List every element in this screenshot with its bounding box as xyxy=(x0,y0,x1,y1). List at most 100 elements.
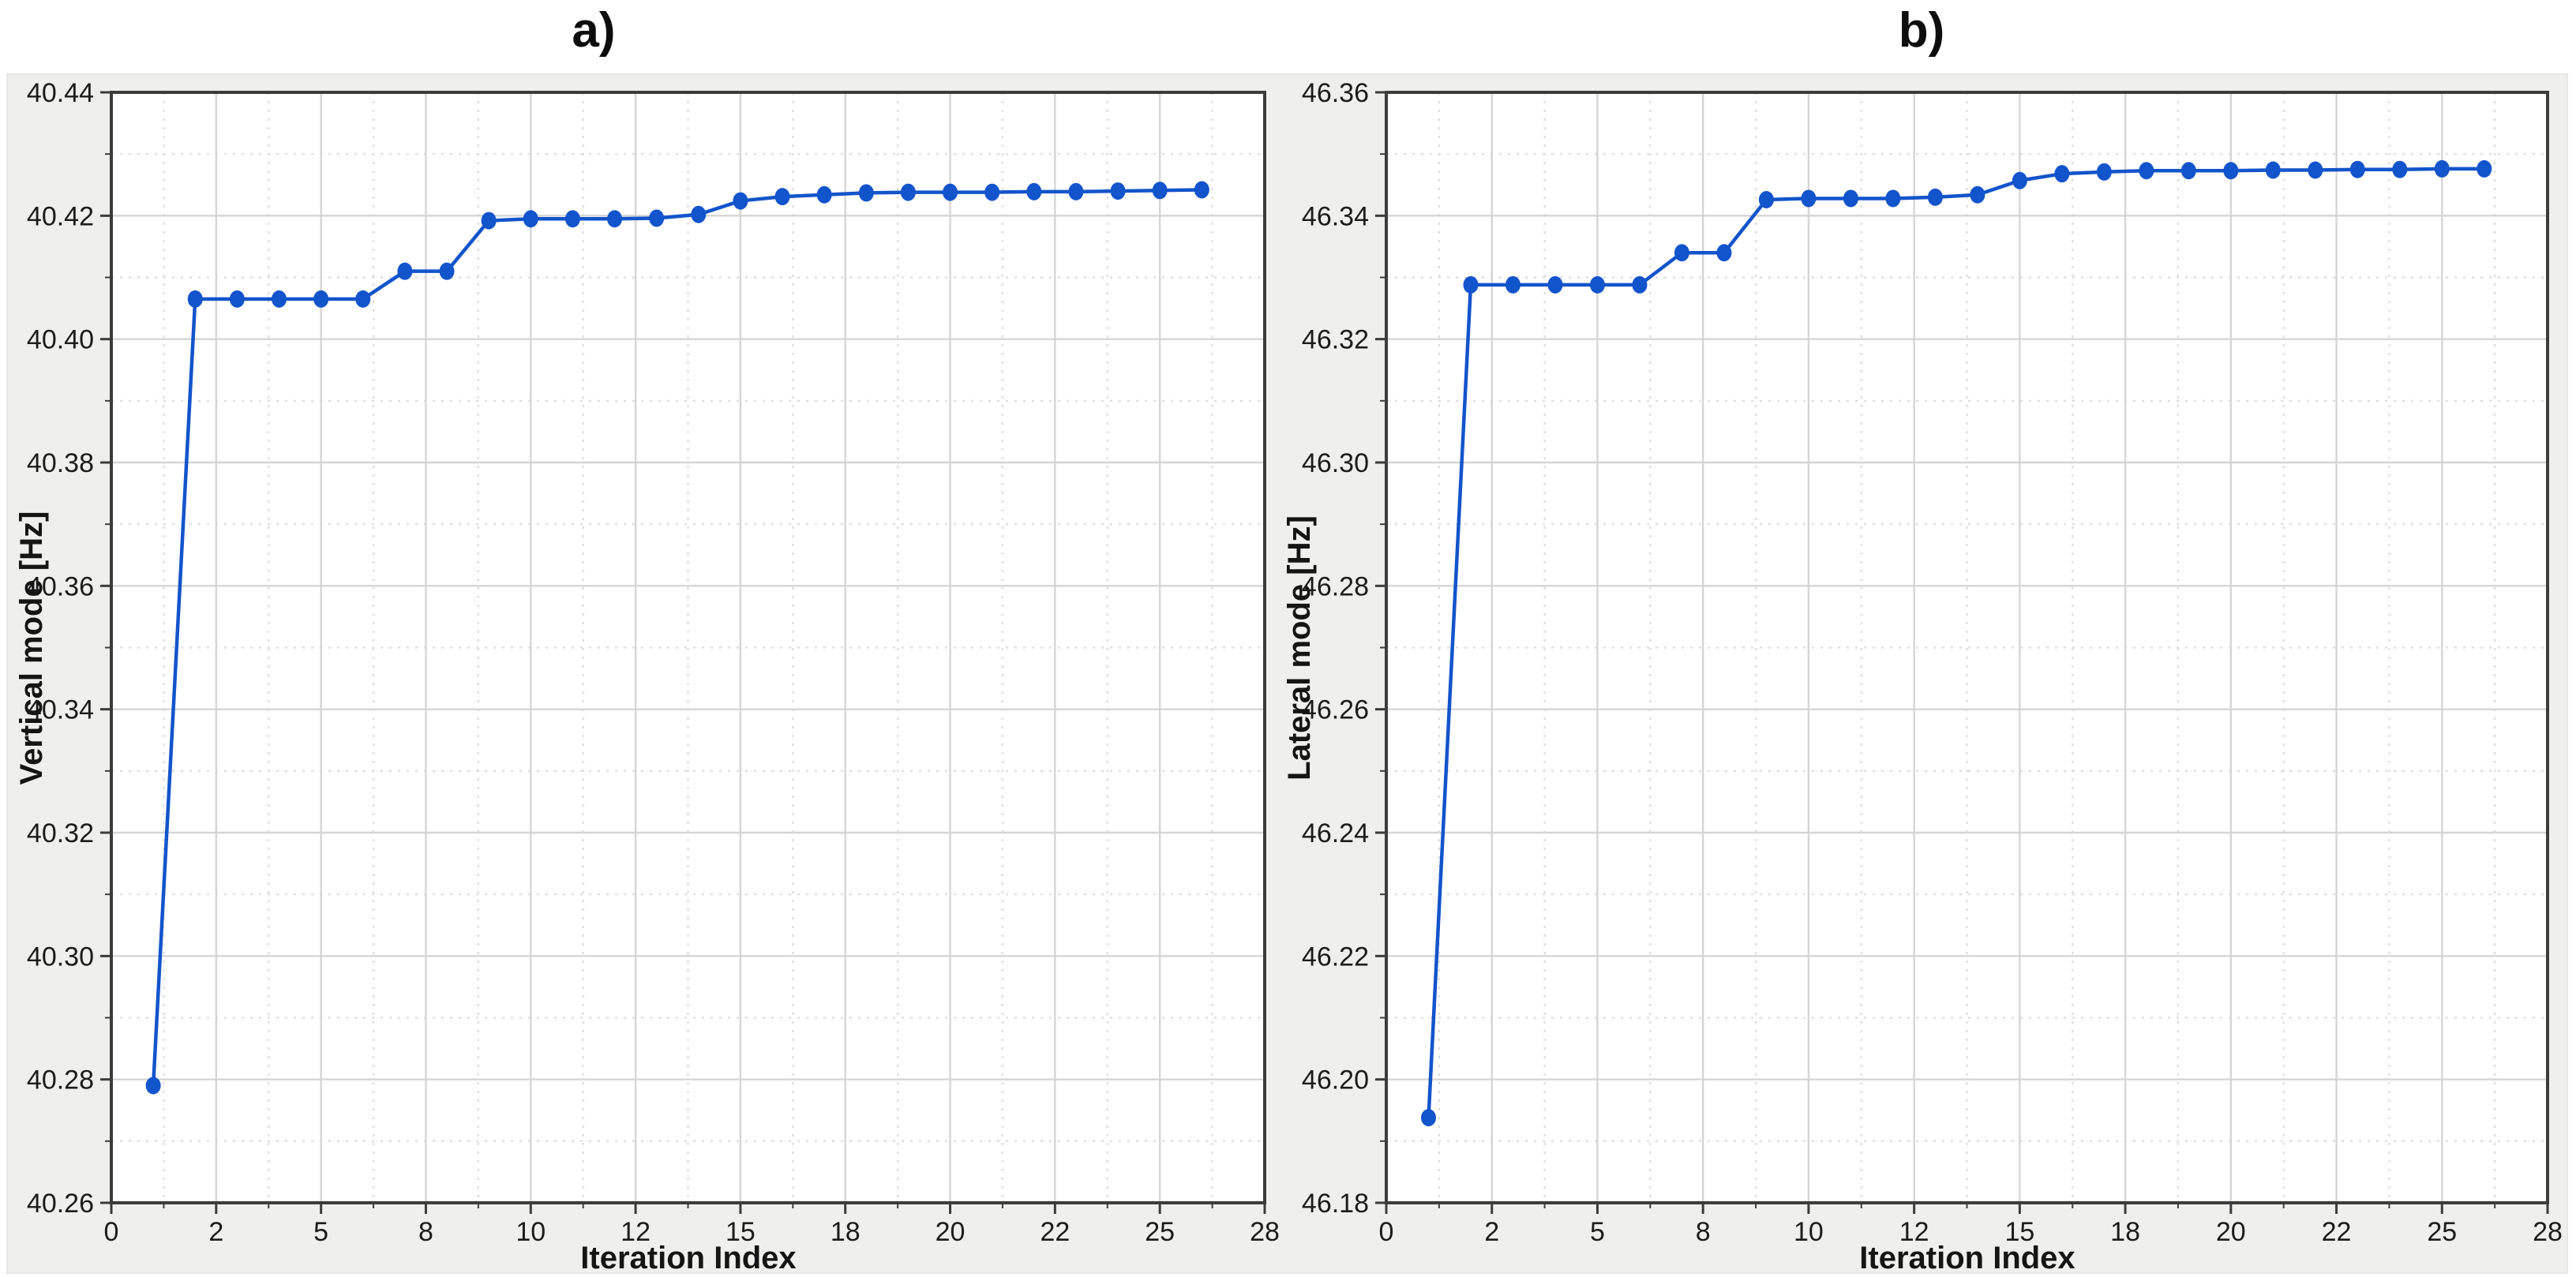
x-tick-label: 18 xyxy=(831,1217,861,1247)
x-tick-label: 2 xyxy=(1484,1217,1499,1247)
data-point xyxy=(2180,162,2196,180)
data-point xyxy=(2012,171,2027,189)
data-point xyxy=(1801,189,1817,208)
data-point xyxy=(1463,275,1479,294)
data-point xyxy=(943,183,958,201)
data-point xyxy=(2054,165,2070,183)
data-point xyxy=(229,290,245,308)
y-tick-label: 40.28 xyxy=(27,1065,94,1095)
data-point xyxy=(564,210,580,228)
x-tick-label: 15 xyxy=(726,1217,756,1247)
y-tick-label: 46.34 xyxy=(1302,201,1369,231)
data-point xyxy=(2096,163,2112,181)
chart-b-ylabel: Lateral mode [Hz] xyxy=(1282,515,1317,781)
x-tick-label: 8 xyxy=(418,1217,433,1247)
x-tick-label: 8 xyxy=(1696,1217,1711,1247)
y-tick-label: 40.30 xyxy=(27,942,94,972)
y-tick-label: 46.22 xyxy=(1302,942,1369,972)
x-tick-label: 0 xyxy=(104,1217,119,1247)
data-point xyxy=(2434,159,2450,178)
data-point xyxy=(1505,275,1520,294)
data-point xyxy=(1632,275,1648,294)
x-tick-label: 15 xyxy=(2004,1217,2034,1247)
x-tick-label: 28 xyxy=(1250,1217,1280,1247)
data-point xyxy=(1758,191,1774,209)
data-point xyxy=(1068,182,1084,200)
x-tick-label: 5 xyxy=(313,1217,328,1247)
data-point xyxy=(1194,181,1209,199)
data-point xyxy=(1589,275,1605,294)
y-tick-label: 40.40 xyxy=(27,325,94,355)
data-point xyxy=(187,290,203,308)
data-point xyxy=(900,183,916,201)
x-tick-label: 28 xyxy=(2533,1217,2563,1247)
y-tick-label: 40.42 xyxy=(27,201,94,231)
y-tick-label: 46.26 xyxy=(1302,695,1369,725)
y-tick-label: 46.24 xyxy=(1302,818,1369,848)
data-point xyxy=(1674,244,1689,262)
data-point xyxy=(481,212,497,230)
data-point xyxy=(2223,162,2239,180)
data-point xyxy=(984,183,1000,201)
data-point xyxy=(1547,275,1563,294)
data-point xyxy=(1110,182,1126,200)
data-point xyxy=(649,209,665,227)
y-tick-label: 46.20 xyxy=(1302,1065,1369,1095)
chart-a-xlabel: Iteration Index xyxy=(580,1241,797,1275)
data-point xyxy=(1885,189,1901,208)
data-point xyxy=(774,188,790,206)
data-point xyxy=(272,290,287,308)
chart-a-title: a) xyxy=(572,3,616,58)
x-tick-label: 12 xyxy=(621,1217,651,1247)
data-point xyxy=(1970,185,1985,204)
data-point xyxy=(816,185,832,204)
x-tick-label: 5 xyxy=(1590,1217,1605,1247)
y-tick-label: 40.34 xyxy=(27,695,94,725)
data-point xyxy=(2392,160,2408,178)
data-point xyxy=(1927,188,1943,206)
x-tick-label: 10 xyxy=(516,1217,546,1247)
y-tick-label: 46.32 xyxy=(1302,325,1369,355)
data-point xyxy=(2477,159,2492,178)
x-tick-label: 0 xyxy=(1379,1217,1394,1247)
x-tick-label: 25 xyxy=(1145,1217,1175,1247)
chart-b-plot: 0 2 5 8 10 12 15 18 20 22 25 2846.1846.2046.2246.24… xyxy=(1302,78,2563,1247)
data-point xyxy=(858,184,874,202)
x-tick-label: 25 xyxy=(2427,1217,2457,1247)
x-tick-label: 22 xyxy=(2322,1217,2352,1247)
data-point xyxy=(733,192,748,210)
x-tick-label: 18 xyxy=(2110,1217,2140,1247)
data-point xyxy=(355,290,371,308)
data-point xyxy=(2349,160,2365,178)
data-point xyxy=(1420,1109,1436,1127)
data-point xyxy=(691,205,707,223)
data-point xyxy=(1716,244,1732,262)
data-point xyxy=(2265,161,2281,179)
chart-b-xlabel: Iteration Index xyxy=(1859,1241,2075,1275)
data-point xyxy=(145,1077,161,1095)
y-tick-label: 40.26 xyxy=(27,1189,94,1219)
data-point xyxy=(1843,189,1858,208)
x-tick-label: 20 xyxy=(2216,1217,2246,1247)
plot-area xyxy=(1386,92,2548,1203)
data-point xyxy=(397,262,413,280)
y-tick-label: 40.32 xyxy=(27,818,94,848)
x-tick-label: 20 xyxy=(936,1217,966,1247)
y-tick-label: 40.44 xyxy=(27,78,94,108)
data-point xyxy=(1152,182,1168,200)
data-point xyxy=(2308,161,2323,179)
data-point xyxy=(439,262,455,280)
y-tick-label: 46.28 xyxy=(1302,571,1369,601)
x-tick-label: 22 xyxy=(1040,1217,1070,1247)
chart-a-ylabel: Vertical mode [Hz] xyxy=(14,511,49,785)
y-tick-label: 46.30 xyxy=(1302,448,1369,478)
x-tick-label: 10 xyxy=(1794,1217,1824,1247)
chart-a-plot: 0 2 5 8 10 12 15 18 20 22 25 2840.2640.2840.3040.32… xyxy=(27,78,1280,1247)
data-point xyxy=(523,210,538,228)
x-tick-label: 12 xyxy=(1899,1217,1929,1247)
y-tick-label: 46.36 xyxy=(1302,78,1369,108)
y-tick-label: 40.38 xyxy=(27,448,94,478)
y-tick-label: 46.18 xyxy=(1302,1189,1369,1219)
x-tick-label: 2 xyxy=(208,1217,223,1247)
